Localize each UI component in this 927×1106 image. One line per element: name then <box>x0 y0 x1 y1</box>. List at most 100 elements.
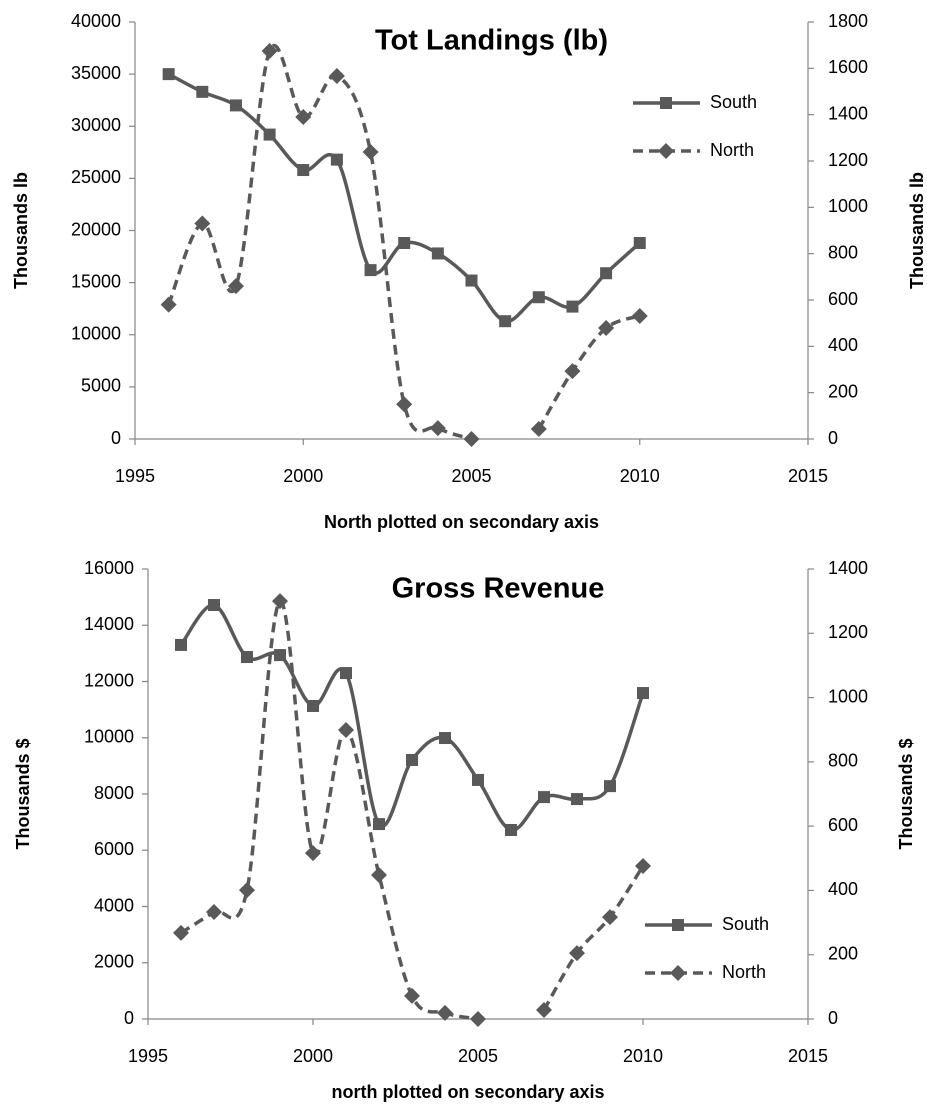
y2-tick-label: 1200 <box>828 150 868 170</box>
point <box>530 421 547 438</box>
x-tick-label: 1995 <box>128 1046 168 1066</box>
x-tick-label: 2015 <box>788 466 828 486</box>
point <box>206 903 222 920</box>
point <box>470 1011 486 1027</box>
y-tick-label: 10000 <box>71 324 121 344</box>
legend-label: South <box>722 914 769 934</box>
point <box>564 363 581 380</box>
point <box>229 99 242 112</box>
point <box>637 687 649 700</box>
y-tick-label: 0 <box>124 1008 134 1028</box>
y2-tick-label: 600 <box>828 289 858 309</box>
y2-axis-label: Thousands $ <box>896 738 916 849</box>
legend-marker <box>670 965 686 981</box>
point <box>631 307 648 324</box>
y-tick-label: 15000 <box>71 271 121 291</box>
point <box>272 593 288 610</box>
point <box>373 818 385 831</box>
point <box>598 320 615 337</box>
point <box>604 780 616 793</box>
y2-tick-label: 200 <box>828 381 858 401</box>
legend-marker <box>660 97 672 109</box>
point <box>162 68 175 81</box>
y-tick-label: 10000 <box>84 727 134 747</box>
y2-tick-label: 400 <box>828 879 858 899</box>
point <box>499 315 512 328</box>
point <box>263 128 276 141</box>
point <box>398 237 411 250</box>
point <box>429 420 446 437</box>
point <box>196 85 209 98</box>
y2-tick-label: 0 <box>828 428 838 448</box>
point <box>305 845 321 862</box>
y-tick-label: 5000 <box>81 376 121 396</box>
legend-label: South <box>710 92 757 112</box>
point <box>338 722 354 739</box>
y-tick-label: 25000 <box>71 167 121 187</box>
point <box>538 791 550 804</box>
y2-tick-label: 200 <box>828 943 858 963</box>
chart-title: Gross Revenue <box>392 573 605 605</box>
point <box>330 153 343 166</box>
y-axis-label: Thousands $ <box>13 738 33 849</box>
legend-label: North <box>710 140 754 160</box>
y2-tick-label: 800 <box>828 751 858 771</box>
y-tick-label: 4000 <box>94 895 134 915</box>
point <box>261 42 278 59</box>
x-tick-label: 2005 <box>451 466 491 486</box>
point <box>404 987 420 1004</box>
point <box>431 247 444 260</box>
x-tick-label: 2010 <box>623 1046 663 1066</box>
y2-tick-label: 1400 <box>828 103 868 123</box>
y-tick-label: 40000 <box>71 11 121 31</box>
point <box>396 396 413 413</box>
chart: Tot Landings (lb)05000100001500020000250… <box>11 11 927 532</box>
point <box>437 1004 453 1021</box>
x-tick-label: 1995 <box>115 466 155 486</box>
chart-title: Tot Landings (lb) <box>375 25 608 57</box>
point <box>439 732 451 745</box>
series-line <box>180 599 479 1021</box>
point <box>463 431 480 447</box>
x-tick-label: 2010 <box>620 466 660 486</box>
point <box>328 67 345 84</box>
x-tick-label: 2000 <box>293 1046 333 1066</box>
y-tick-label: 8000 <box>94 783 134 803</box>
point <box>239 882 255 899</box>
point <box>364 264 377 277</box>
point <box>362 143 379 160</box>
point <box>274 649 286 662</box>
y-tick-label: 0 <box>111 428 121 448</box>
y-tick-label: 30000 <box>71 115 121 135</box>
y-tick-label: 14000 <box>84 614 134 634</box>
x-tick-label: 2000 <box>283 466 323 486</box>
series-line <box>167 44 473 441</box>
y2-tick-label: 0 <box>828 1008 838 1028</box>
y-tick-label: 16000 <box>84 558 134 578</box>
y-axis-label: Thousands lb <box>11 172 31 289</box>
series-line <box>179 603 645 832</box>
point <box>635 858 651 874</box>
point <box>566 300 579 313</box>
x-tick-label: 2005 <box>458 1046 498 1066</box>
y2-tick-label: 400 <box>828 335 858 355</box>
y2-tick-label: 1000 <box>828 686 868 706</box>
point <box>175 638 187 651</box>
y2-tick-label: 1800 <box>828 11 868 31</box>
point <box>160 296 177 313</box>
x-axis-label: North plotted on secondary axis <box>324 512 599 532</box>
point <box>465 274 478 287</box>
legend-marker <box>658 143 674 159</box>
y2-tick-label: 800 <box>828 242 858 262</box>
point <box>208 599 220 611</box>
point <box>295 108 312 125</box>
legend-label: North <box>722 962 766 982</box>
x-axis-label: north plotted on secondary axis <box>331 1082 604 1102</box>
y2-tick-label: 1600 <box>828 57 868 77</box>
point <box>633 237 646 250</box>
point <box>297 164 310 177</box>
point <box>472 773 484 786</box>
point <box>241 651 253 664</box>
y-tick-label: 2000 <box>94 952 134 972</box>
